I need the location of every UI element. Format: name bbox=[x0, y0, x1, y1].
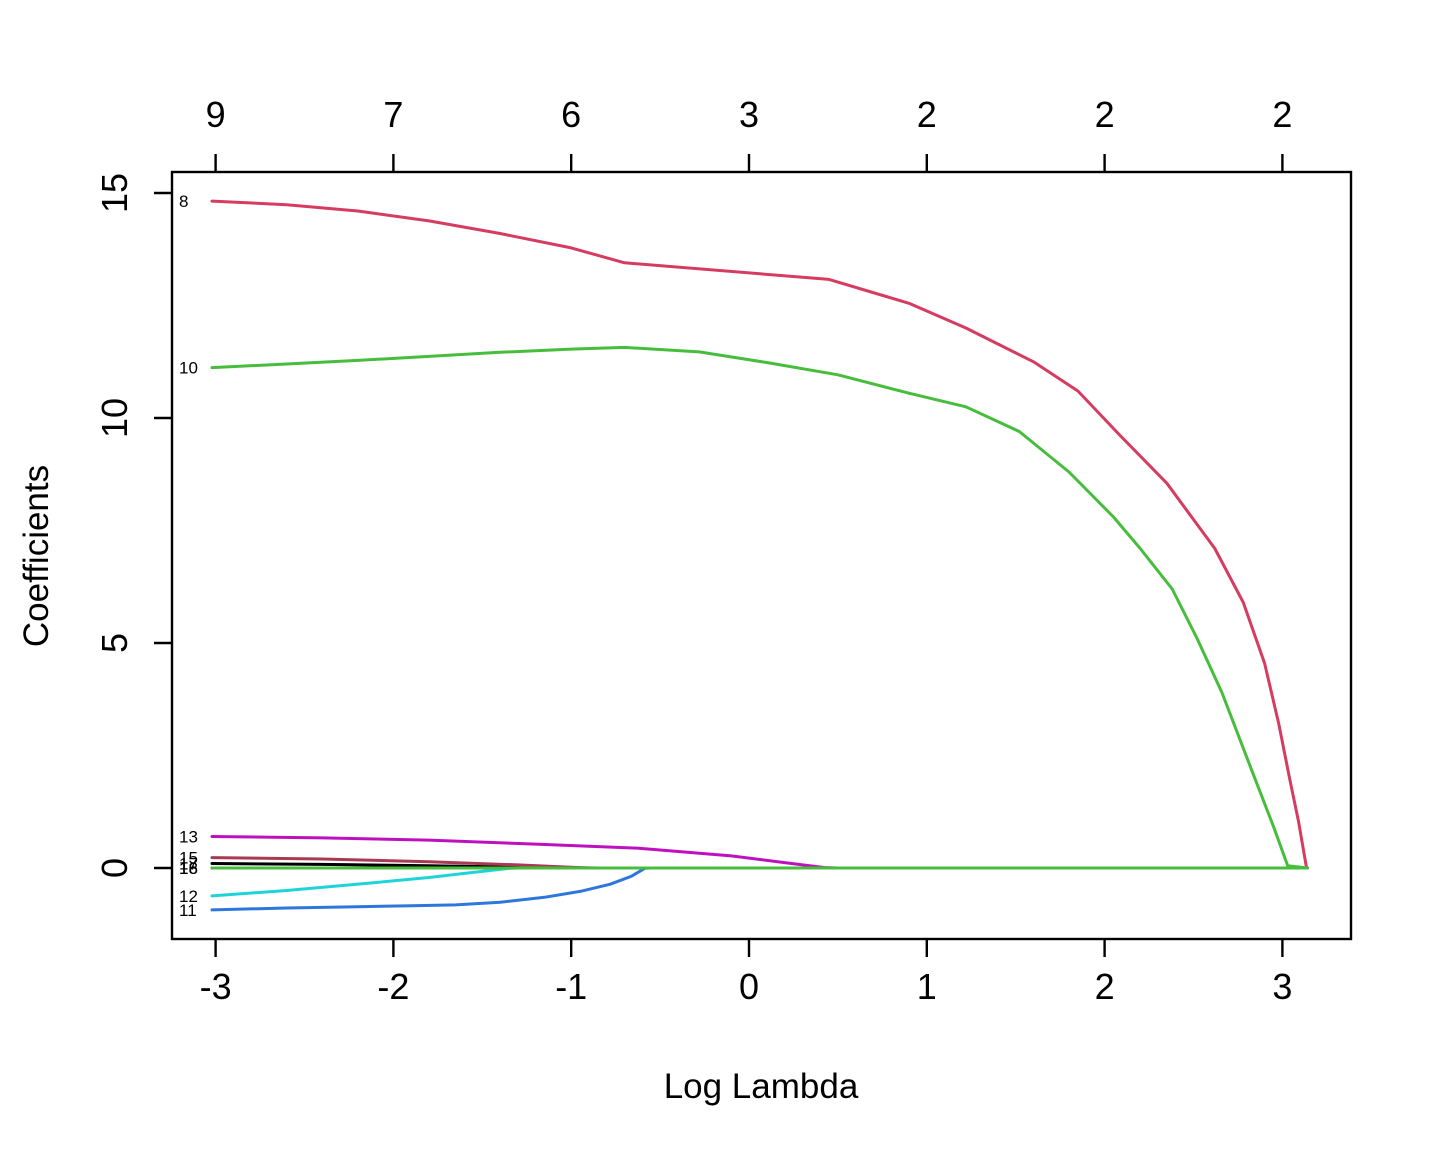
top-tick-label: 6 bbox=[561, 94, 581, 135]
series-line-12 bbox=[210, 866, 1309, 898]
top-tick-label: 7 bbox=[383, 94, 403, 135]
y-tick-label: 5 bbox=[94, 633, 135, 653]
x-tick-label: 3 bbox=[1272, 966, 1292, 1007]
x-tick-label: 2 bbox=[1095, 966, 1115, 1007]
y-tick-label: 15 bbox=[94, 173, 135, 213]
x-axis-title: Log Lambda bbox=[664, 1067, 859, 1106]
series-line-11 bbox=[210, 866, 1309, 912]
x-axis: -3 -2 -1 0 1 2 3 bbox=[200, 939, 1292, 1007]
series-line-8 bbox=[210, 199, 1309, 870]
series-lines bbox=[210, 199, 1309, 912]
top-axis: 9 7 6 3 2 2 2 bbox=[206, 94, 1292, 172]
curve-label-12: 12 bbox=[179, 887, 198, 906]
curve-label-10: 10 bbox=[179, 359, 198, 378]
top-tick-label: 2 bbox=[1095, 94, 1115, 135]
y-tick-label: 0 bbox=[94, 858, 135, 878]
top-tick-label: 2 bbox=[1272, 94, 1292, 135]
y-axis-title: Coefficients bbox=[17, 465, 56, 647]
curve-label-8: 8 bbox=[179, 192, 188, 211]
top-tick-label: 3 bbox=[739, 94, 759, 135]
x-tick-label: -3 bbox=[200, 966, 232, 1007]
curve-label-16: 16 bbox=[179, 859, 198, 878]
curve-label-13: 13 bbox=[179, 828, 198, 847]
x-tick-label: 1 bbox=[917, 966, 937, 1007]
series-line-13 bbox=[210, 835, 1309, 870]
curve-label-17: 17 bbox=[179, 855, 198, 874]
curve-label-15: 15 bbox=[179, 849, 198, 868]
curve-label-18: 18 bbox=[179, 859, 198, 878]
series-line-10 bbox=[210, 345, 1309, 870]
curve-label-11: 11 bbox=[179, 901, 197, 920]
y-axis: 0 5 10 15 bbox=[94, 173, 172, 878]
x-tick-label: -1 bbox=[555, 966, 587, 1007]
x-tick-label: -2 bbox=[377, 966, 409, 1007]
top-tick-label: 2 bbox=[917, 94, 937, 135]
top-tick-label: 9 bbox=[206, 94, 226, 135]
y-tick-label: 10 bbox=[94, 398, 135, 438]
plot-box bbox=[170, 170, 1353, 941]
x-tick-label: 0 bbox=[739, 966, 759, 1007]
